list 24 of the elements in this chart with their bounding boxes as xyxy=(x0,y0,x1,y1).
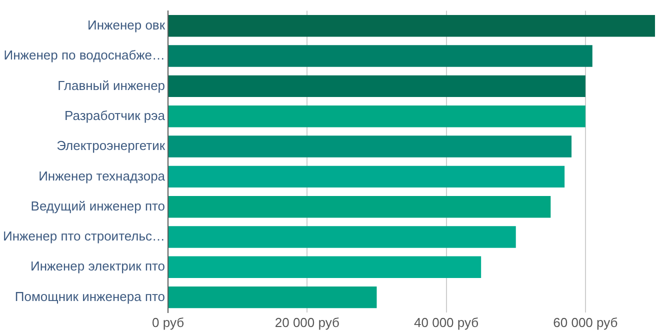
bar xyxy=(168,45,592,67)
x-tick-label: 20 000 руб xyxy=(274,314,340,330)
bar xyxy=(168,256,482,278)
y-tick-label: Разработчик рэа xyxy=(64,108,166,123)
y-tick-label: Инженер пто строительс… xyxy=(3,228,166,244)
y-tick-label: Ведущий инженер пто xyxy=(30,198,166,214)
bar xyxy=(168,196,551,218)
y-tick-label: Инженер по водоснабже… xyxy=(4,48,166,63)
y-tick-label: Инженер электрик пто xyxy=(30,258,166,274)
y-tick-label: Главный инженер xyxy=(58,78,166,93)
bar xyxy=(168,106,586,128)
y-tick-label: Инженер технадзора xyxy=(38,168,166,184)
bar xyxy=(168,15,655,37)
bar xyxy=(168,166,565,188)
bar xyxy=(168,226,516,248)
bar xyxy=(168,136,572,158)
bar xyxy=(168,286,377,308)
bar xyxy=(168,75,586,98)
x-tick-label: 60 000 руб xyxy=(553,314,618,330)
x-tick-label: 40 000 руб xyxy=(414,314,479,330)
y-tick-label: Электроэнергетик xyxy=(56,138,166,154)
y-tick-label: Инженер овк xyxy=(88,17,166,32)
y-tick-label: Помощник инженера пто xyxy=(14,288,166,304)
x-tick-label: 0 руб xyxy=(152,314,184,330)
